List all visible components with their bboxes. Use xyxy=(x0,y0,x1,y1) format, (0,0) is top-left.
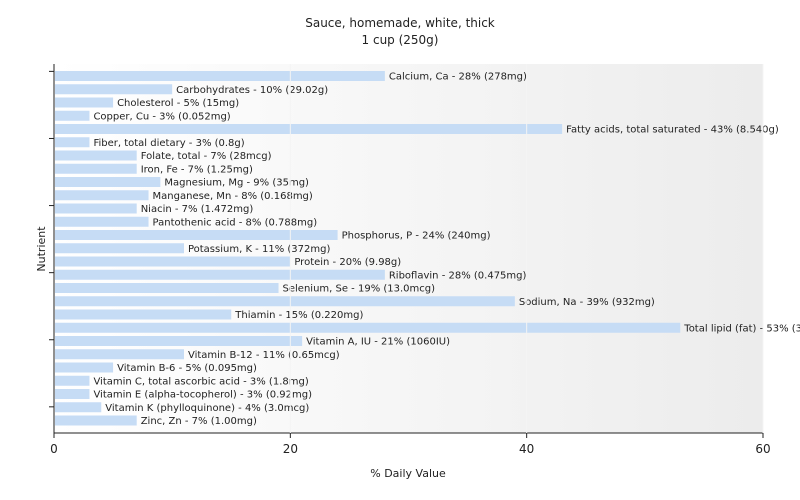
bar xyxy=(55,150,137,161)
chart-title: Sauce, homemade, white, thick xyxy=(305,16,495,30)
bar xyxy=(55,84,173,95)
bar xyxy=(55,309,232,320)
x-axis-title: % Daily Value xyxy=(370,467,446,480)
bar-label: Potassium, K - 11% (372mg) xyxy=(188,244,330,255)
bar-label: Selenium, Se - 19% (13.0mcg) xyxy=(283,284,436,295)
bar xyxy=(55,243,184,254)
bar xyxy=(55,177,161,187)
bar-label: Phosphorus, P - 24% (240mg) xyxy=(342,231,491,242)
axes-layer xyxy=(53,64,763,434)
bar xyxy=(55,402,102,413)
bar-label: Manganese, Mn - 8% (0.168mg) xyxy=(153,191,313,202)
x-tick-label: 0 xyxy=(50,442,58,456)
bar-label: Fatty acids, total saturated - 43% (8.54… xyxy=(566,125,779,136)
bar-label: Cholesterol - 5% (15mg) xyxy=(117,98,239,109)
bar-label: Magnesium, Mg - 9% (35mg) xyxy=(164,178,309,189)
bar-label: Vitamin A, IU - 21% (1060IU) xyxy=(306,337,450,348)
bar xyxy=(55,137,90,148)
bar xyxy=(55,375,90,386)
bar-label: Protein - 20% (9.98g) xyxy=(294,257,401,268)
chart-subtitle: 1 cup (250g) xyxy=(362,33,439,47)
bar-labels-layer: Calcium, Ca - 28% (278mg) Carbohydrates -… xyxy=(93,72,800,428)
bar-label: Sodium, Na - 39% (932mg) xyxy=(519,297,655,308)
bar xyxy=(55,389,90,399)
bar xyxy=(55,190,149,201)
bar-label: Iron, Fe - 7% (1.25mg) xyxy=(141,164,253,175)
bar-label: Vitamin B-6 - 5% (0.095mg) xyxy=(117,363,257,374)
bar xyxy=(55,336,303,346)
y-ticks-layer xyxy=(49,70,54,408)
bar xyxy=(55,230,338,240)
bar xyxy=(55,415,137,426)
bar-label: Copper, Cu - 3% (0.052mg) xyxy=(93,111,230,122)
bar-label: Niacin - 7% (1.472mg) xyxy=(141,204,254,215)
y-axis-title: Nutrient xyxy=(35,226,48,272)
bars-layer xyxy=(55,71,681,426)
bar xyxy=(55,256,291,267)
bar-label: Zinc, Zn - 7% (1.00mg) xyxy=(141,416,257,427)
bar-label: Calcium, Ca - 28% (278mg) xyxy=(389,72,527,83)
x-tick-label: 60 xyxy=(755,442,770,456)
bar-label: Fiber, total dietary - 3% (0.8g) xyxy=(93,138,244,149)
bar-label: Vitamin K (phylloquinone) - 4% (3.0mcg) xyxy=(105,403,309,414)
bar xyxy=(55,203,137,214)
bar-label: Vitamin E (alpha-tocopherol) - 3% (0.92m… xyxy=(93,390,312,401)
x-tick-label: 20 xyxy=(283,442,298,456)
bar-label: Total lipid (fat) - 53% (34.58g) xyxy=(683,323,800,334)
bar-label: Carbohydrates - 10% (29.02g) xyxy=(176,85,328,96)
bar-label: Thiamin - 15% (0.220mg) xyxy=(234,310,363,321)
bar xyxy=(55,296,515,307)
bar xyxy=(55,362,114,373)
bar xyxy=(55,349,184,360)
bar xyxy=(55,97,114,108)
bar xyxy=(55,269,385,280)
x-tick-label: 40 xyxy=(519,442,534,456)
bar xyxy=(55,216,149,227)
bar-label: Vitamin C, total ascorbic acid - 3% (1.8… xyxy=(93,376,308,387)
bar-label: Folate, total - 7% (28mcg) xyxy=(141,151,272,162)
bar xyxy=(55,124,563,134)
bar xyxy=(55,163,137,174)
bar-label: Riboflavin - 28% (0.475mg) xyxy=(389,270,527,281)
bar-label: Pantothenic acid - 8% (0.788mg) xyxy=(153,217,318,228)
bar-label: Vitamin B-12 - 11% (0.65mcg) xyxy=(188,350,340,361)
x-ticks-layer: 0 20 40 60 xyxy=(50,64,771,456)
bar xyxy=(55,110,90,121)
bar xyxy=(55,283,279,293)
bar xyxy=(55,71,385,81)
bar xyxy=(55,322,681,333)
